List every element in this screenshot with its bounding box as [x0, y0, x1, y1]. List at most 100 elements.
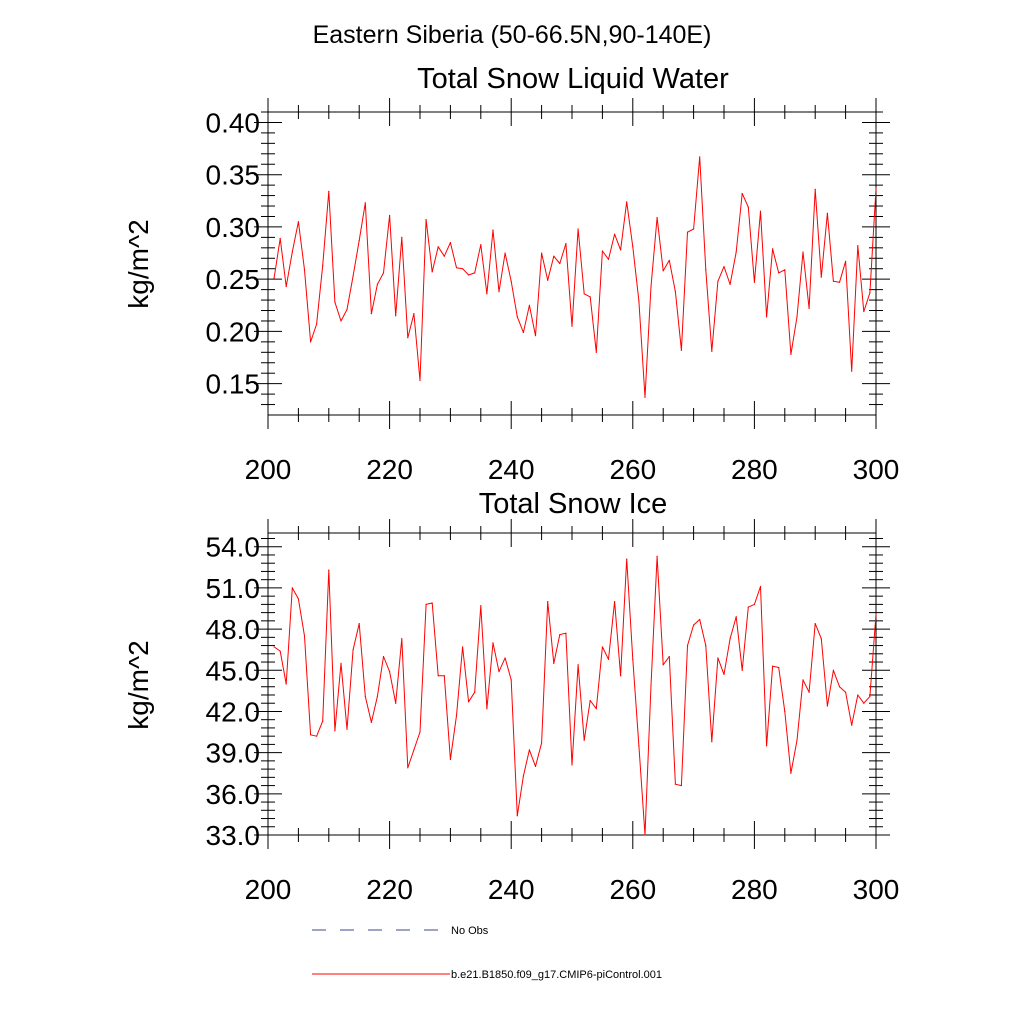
data-point [449, 242, 451, 244]
data-point [358, 239, 360, 242]
data-point [753, 281, 756, 283]
data-point [863, 702, 865, 704]
plot-frame [267, 111, 877, 416]
x-tick-label: 260 [609, 874, 656, 905]
data-point [686, 231, 689, 233]
legend-label-model: b.e21.B1850.f09_g17.CMIP6-piControl.001 [451, 969, 662, 981]
data-point [364, 695, 366, 697]
data-point [395, 315, 397, 317]
data-point [285, 683, 287, 685]
data-point [699, 618, 701, 621]
data-point [796, 316, 798, 318]
data-point [376, 695, 379, 697]
panel-title: Total Snow Liquid Water [417, 63, 729, 95]
data-point [735, 251, 737, 253]
plot-area: 200 220 240 260 280 300 33.0 36.0 39.0 42.0 45.0 48… [206, 519, 899, 905]
data-point [832, 280, 835, 282]
data-point [358, 623, 360, 625]
data-point [352, 649, 354, 651]
data-point [437, 675, 439, 677]
data-point [468, 701, 470, 703]
data-point [437, 246, 439, 248]
data-point [583, 739, 585, 741]
data-point [662, 664, 664, 666]
data-point [796, 739, 798, 741]
data-point [753, 603, 756, 605]
x-tick-label: 260 [609, 454, 656, 485]
data-point [857, 245, 859, 247]
data-point [638, 745, 640, 747]
data-point [340, 320, 342, 322]
data-point [851, 370, 853, 372]
data-point [723, 673, 725, 675]
data-point [297, 598, 299, 600]
data-point [644, 396, 646, 398]
data-point [729, 638, 731, 640]
x-tick-label: 280 [731, 454, 778, 485]
data-point [686, 644, 689, 647]
data-point [547, 279, 549, 281]
data-point [461, 646, 464, 648]
data-point [516, 815, 518, 817]
data-point [492, 229, 494, 231]
data-point [845, 691, 847, 693]
data-point [547, 601, 549, 603]
panel-title: Total Snow Ice [479, 488, 668, 520]
legend: No Obs b.e21.B1850.f09_g17.CMIP6-piContr… [312, 925, 662, 981]
data-point [413, 749, 415, 751]
data-point [382, 655, 385, 658]
data-point [601, 250, 604, 252]
data-point [522, 775, 524, 777]
data-point [516, 316, 518, 318]
data-point [577, 664, 579, 666]
data-point [316, 735, 318, 737]
data-point [699, 156, 701, 158]
data-point [674, 291, 676, 293]
y-axis-label: kg/m^2 [123, 219, 154, 308]
y-tick-label: 0.15 [206, 369, 261, 400]
data-point [431, 271, 433, 273]
data-point [650, 684, 652, 686]
data-point [790, 353, 792, 355]
data-point [790, 772, 792, 774]
panel-snow-liquid-water: Total Snow Liquid Water 200 220 240 260 280 3… [123, 63, 899, 485]
data-point [309, 341, 312, 343]
data-point [626, 558, 628, 560]
legend-label-no-obs: No Obs [451, 925, 489, 937]
y-tick-label: 0.30 [206, 212, 261, 243]
data-point [620, 675, 622, 677]
data-point [845, 260, 847, 263]
data-point [711, 350, 713, 352]
data-point [285, 285, 287, 288]
data-point [352, 275, 354, 277]
data-point [382, 272, 385, 274]
data-point [705, 269, 707, 271]
data-point [838, 686, 841, 688]
data-point [541, 252, 543, 254]
data-point [729, 283, 731, 285]
data-point [340, 662, 342, 665]
y-tick-label: 54.0 [206, 532, 261, 563]
data-point [534, 765, 537, 767]
data-point [474, 691, 476, 693]
data-point [802, 679, 804, 681]
y-tick-label: 0.25 [206, 264, 261, 295]
data-point [674, 783, 676, 785]
data-point [814, 188, 816, 190]
data-point [468, 274, 470, 276]
data-point [711, 741, 713, 743]
data-point [370, 313, 372, 315]
data-point [680, 349, 683, 351]
data-point [528, 304, 531, 306]
data-point [303, 635, 306, 637]
data-point [607, 258, 610, 260]
data-point [656, 216, 658, 219]
data-point [376, 283, 379, 285]
plot-frame [267, 532, 877, 836]
data-point [851, 724, 853, 726]
data-point [875, 613, 877, 615]
data-point [565, 243, 567, 245]
y-tick-label: 0.35 [206, 160, 261, 191]
y-tick-label: 0.40 [206, 107, 261, 138]
